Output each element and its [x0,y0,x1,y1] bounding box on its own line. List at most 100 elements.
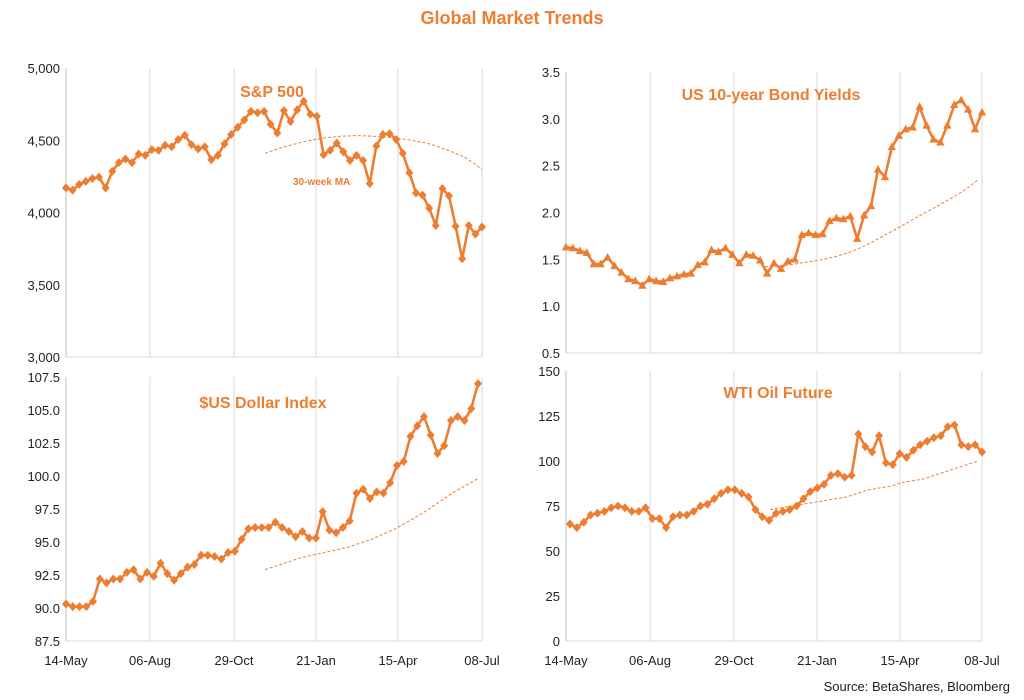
data-point [128,158,137,168]
data-point [950,100,959,108]
data-point [217,554,226,564]
data-point [737,488,746,498]
data-point [405,168,414,178]
data-point [799,494,808,504]
data-point [68,602,77,612]
data-point [116,574,125,584]
data-point [582,248,591,256]
y-tick-label: 87.5 [35,634,60,649]
data-point [233,122,242,132]
data-point [230,546,239,556]
y-tick-label: 100 [538,454,560,469]
data-point [406,431,415,441]
data-point [596,259,605,268]
data-point [197,550,206,560]
data-point [399,456,408,466]
data-point [742,250,751,258]
data-point [306,109,315,119]
chart-title: US 10-year Bond Yields [682,87,861,104]
data-point [868,447,877,457]
data-point [174,135,183,145]
data-point [190,559,199,569]
data-point [385,129,394,139]
data-point [916,440,925,450]
data-point [641,503,650,513]
data-point [785,505,794,515]
data-point [122,567,131,577]
data-point [755,255,765,264]
chart-panel-1: 3,000 3,500 4,000 4,500 5,000 S&P 500 30-week … [27,61,486,365]
data-point [278,522,287,532]
data-point [273,128,282,138]
data-point [790,254,799,263]
data-point [264,522,273,532]
data-point [224,548,233,558]
data-point [880,172,890,181]
data-point [379,488,388,498]
data-point [464,221,473,231]
data-point [672,271,682,280]
data-point [669,512,677,522]
data-point [311,533,320,543]
data-point [696,501,705,511]
data-point [251,522,260,532]
data-point [707,245,716,254]
data-point [662,523,671,533]
data-point [446,416,455,426]
data-point [81,176,90,186]
x-tick-label: 14-May [544,653,588,668]
data-point [365,493,374,503]
data-point [187,140,196,150]
data-point [645,274,654,283]
data-point [284,526,293,536]
data-point [749,251,758,259]
data-point [279,106,288,116]
data-point [474,379,482,389]
data-point [686,268,695,277]
data-point [721,243,730,252]
data-point [665,273,675,282]
y-tick-label: 97.5 [35,502,60,517]
data-point [895,449,904,459]
data-point [648,514,657,524]
data-point [806,487,815,497]
data-point [963,104,973,113]
data-point [700,257,709,266]
data-point [772,508,780,518]
data-point [163,569,172,579]
chart-title: WTI Oil Future [723,385,832,402]
data-point [134,149,143,159]
data-point [915,102,924,110]
data-point [156,558,165,568]
data-point [326,145,335,155]
y-tick-label: 90.0 [35,601,60,616]
data-point [183,562,192,572]
y-tick-label: 25 [546,589,560,604]
data-point [977,107,987,116]
data-point [75,179,84,189]
data-point [971,440,980,450]
data-point [651,276,661,285]
data-point [631,276,640,285]
data-point [170,575,179,585]
data-point [237,534,246,544]
data-point [813,483,822,493]
data-point [299,96,308,106]
data-point [339,147,348,157]
data-point [365,179,374,189]
data-point [467,404,476,414]
data-point [675,510,684,520]
data-point [572,523,581,533]
data-point [210,552,219,562]
data-point [820,479,829,489]
data-point [561,242,571,251]
data-point [575,246,585,255]
x-tick-label: 29-Oct [714,653,753,668]
main-title: Global Market Trends [420,8,604,28]
data-point [260,106,269,116]
y-tick-label: 150 [538,364,560,379]
source-note: Source: BetaShares, Bloomberg [823,679,1010,694]
data-point [970,124,980,133]
data-point [758,512,767,522]
data-point [418,190,427,200]
